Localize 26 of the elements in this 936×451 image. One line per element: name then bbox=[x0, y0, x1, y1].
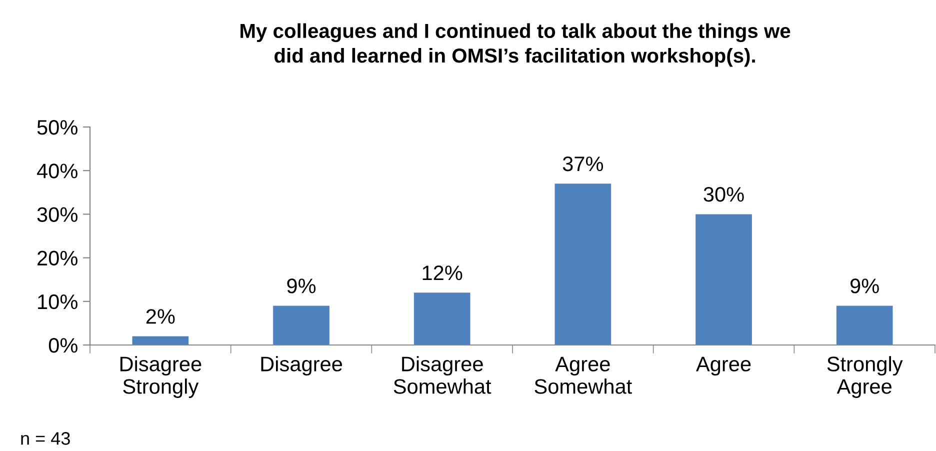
text: n = 43 bbox=[21, 432, 70, 445]
data-label: 9% bbox=[287, 278, 316, 294]
data-label: 30% bbox=[704, 186, 744, 202]
bar bbox=[554, 184, 612, 345]
y-tick-label: 20% bbox=[38, 250, 78, 266]
y-tick-label: 0% bbox=[48, 338, 78, 353]
x-tick-label: Disagree bbox=[261, 356, 342, 376]
data-label: 9% bbox=[850, 278, 879, 294]
x-tick-label: Strongly Agree bbox=[827, 356, 903, 398]
bar bbox=[414, 292, 470, 345]
y-tick-label: 10% bbox=[38, 294, 78, 310]
bar bbox=[836, 306, 893, 345]
data-label: 37% bbox=[562, 156, 604, 172]
x-tick-label: Agree Somewhat bbox=[534, 356, 632, 394]
x-tick-label: Disagree Strongly bbox=[120, 356, 202, 398]
bar bbox=[696, 214, 752, 345]
bar bbox=[273, 306, 330, 345]
bar bbox=[132, 336, 189, 345]
x-tick-label: Agree bbox=[696, 356, 751, 376]
x-tick-label: Disagree Somewhat bbox=[394, 356, 492, 394]
data-label: 2% bbox=[146, 309, 175, 324]
data-label: 12% bbox=[422, 265, 462, 280]
y-tick-label: 30% bbox=[37, 207, 78, 222]
chart-title: My colleagues and I continued to talk about the things we did and learned in OMSI’s facilitation workshop(s). bbox=[240, 23, 790, 67]
y-tick-label: 40% bbox=[36, 164, 78, 178]
y-tick-label: 50% bbox=[37, 120, 78, 135]
